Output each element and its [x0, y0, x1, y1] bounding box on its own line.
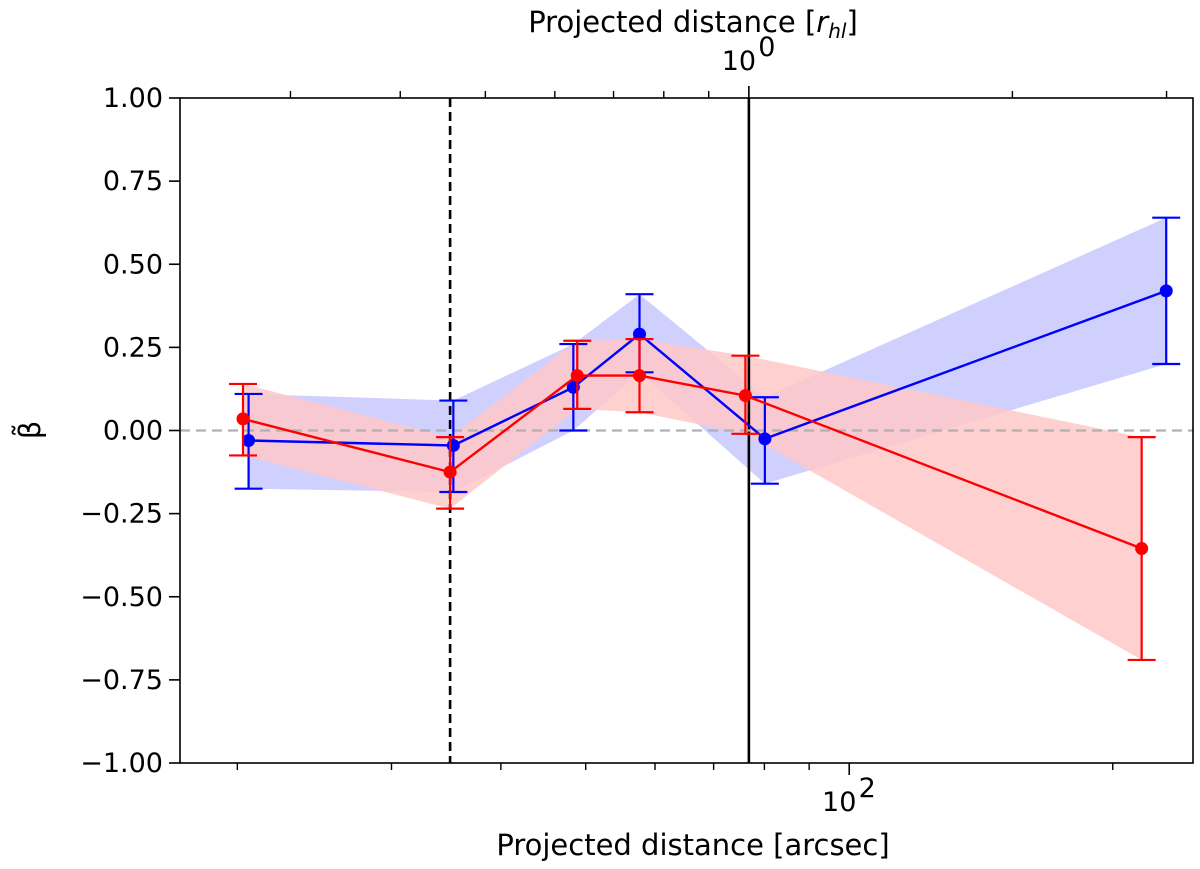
red-point [738, 389, 752, 403]
x-axis-top-title-text: Projected distance [ [528, 5, 816, 39]
y-axis-title: β̃ [13, 421, 47, 440]
y-tick-label: 0.00 [103, 416, 163, 447]
data-series [229, 216, 1181, 662]
y-tick-label: 1.00 [103, 83, 163, 114]
x-top-tick-label: 10 [722, 46, 756, 77]
y-tick-label: −0.75 [80, 665, 163, 696]
x-top-tick-label-exponent: 0 [758, 32, 775, 63]
blue-point [1159, 284, 1173, 298]
red-point [570, 369, 584, 383]
x-axis-top-title-unit: r [816, 5, 830, 39]
x-axis-top: 10 0 [289, 32, 1168, 98]
y-tick-label: −1.00 [80, 748, 163, 779]
red-point [443, 465, 457, 479]
uncertainty-bands [243, 217, 1167, 660]
red-point [236, 412, 250, 426]
x-axis-title: Projected distance [arcsec] [496, 828, 889, 862]
red-point [1135, 542, 1149, 556]
red-series-line [242, 374, 1143, 550]
y-tick-label: 0.75 [103, 166, 163, 197]
plot-area [179, 97, 1194, 764]
y-tick-label: −0.50 [80, 582, 163, 613]
red-point [632, 369, 646, 383]
blue-point [632, 327, 646, 341]
blue-series-line [248, 289, 1167, 447]
x-axis-bottom: 10 2 [236, 763, 1114, 818]
y-tick-label: −0.25 [80, 499, 163, 530]
reference-lines [180, 98, 1193, 763]
x-axis-top-title: Projected distance [rhl] [528, 5, 858, 43]
red-band [243, 339, 1142, 660]
blue-point [758, 432, 772, 446]
blue-point [242, 433, 256, 447]
x-axis-top-title-unit-sub: hl [828, 19, 847, 43]
x-axis-top-title-close: ] [846, 5, 857, 39]
blue-point [446, 438, 460, 452]
y-axis: −1.00 −0.75 −0.50 −0.25 0.00 0.25 0.50 0.75 1.00 [80, 83, 180, 779]
y-tick-label: 0.50 [103, 249, 163, 280]
y-tick-label: 0.25 [103, 332, 163, 363]
x-tick-label-exponent: 2 [859, 773, 876, 804]
x-tick-label: 10 [822, 787, 856, 818]
